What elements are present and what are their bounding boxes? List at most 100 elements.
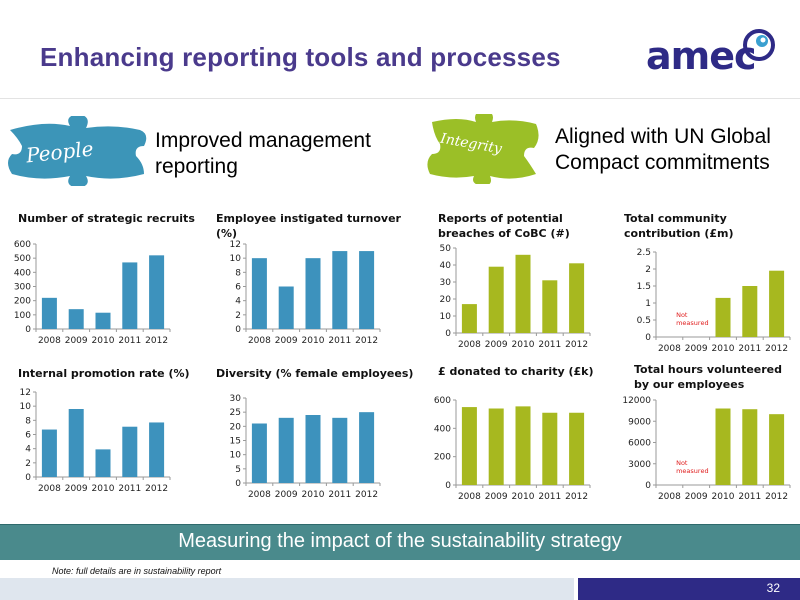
y-tick-label: 0 <box>25 325 31 335</box>
x-tick-label: 2009 <box>685 344 708 354</box>
y-tick-label: 20 <box>440 295 452 305</box>
y-tick-label: 10 <box>440 312 452 322</box>
bar-2009 <box>278 417 294 483</box>
bar-2011 <box>332 417 348 483</box>
y-tick-label: 0 <box>235 479 241 489</box>
page-number: 32 <box>766 581 780 595</box>
y-tick-label: 12 <box>20 388 31 398</box>
y-tick-label: 25 <box>230 408 241 418</box>
y-tick-label: 6000 <box>628 439 651 449</box>
not-measured-annotation: Not <box>676 459 688 467</box>
x-tick-label: 2012 <box>765 344 788 354</box>
y-tick-label: 5 <box>235 465 241 475</box>
footer-bar <box>0 578 574 600</box>
y-tick-label: 300 <box>14 283 31 293</box>
x-tick-label: 2012 <box>145 484 168 494</box>
y-tick-label: 0 <box>25 473 31 483</box>
people-heading: Improved management reporting <box>155 129 371 178</box>
x-tick-label: 2012 <box>355 490 378 500</box>
bar-2009 <box>278 286 294 329</box>
y-tick-label: 10 <box>230 451 242 461</box>
y-tick-label: 12 <box>230 240 241 250</box>
y-tick-label: 4 <box>25 445 31 455</box>
community-contribution-chart: 0 0.5 1 1.5 2 2.5 2008 2009 2010 2011 2012 Notmeasu… <box>637 248 791 354</box>
employee-turnover-chart: 0 2 4 6 8 10 12 2008 2009 2010 2011 2012 <box>230 240 381 346</box>
y-tick-label: 30 <box>230 394 242 404</box>
x-tick-label: 2012 <box>765 492 788 502</box>
x-tick-label: 2012 <box>145 336 168 346</box>
strategic-recruits-chart: 0 100 200 300 400 500 600 2008 2009 2010 2011 2012 <box>14 240 171 346</box>
x-tick-label: 2011 <box>738 492 761 502</box>
chart-title-breaches-cobc: Reports of potential breaches of CoBC (#… <box>438 212 570 240</box>
bar-2011 <box>742 286 758 337</box>
banner <box>0 524 800 560</box>
bar-2010 <box>515 254 531 333</box>
x-tick-label: 2008 <box>38 484 61 494</box>
not-measured-annotation: Not <box>676 311 688 319</box>
y-tick-label: 9000 <box>628 417 651 427</box>
bar-2010 <box>515 406 531 485</box>
y-tick-label: 2.5 <box>637 248 651 258</box>
x-tick-label: 2009 <box>485 340 508 350</box>
bar-2009 <box>68 409 84 477</box>
x-tick-label: 2011 <box>328 490 351 500</box>
y-tick-label: 0 <box>235 325 241 335</box>
diversity-chart: 0 5 10 15 20 25 30 2008 2009 2010 2011 2012 <box>230 394 381 500</box>
y-tick-label: 0 <box>445 329 451 339</box>
x-tick-label: 2010 <box>512 340 535 350</box>
bar-2010 <box>305 415 321 483</box>
bar-2009 <box>68 309 84 329</box>
bar-2008 <box>461 407 477 485</box>
x-tick-label: 2010 <box>512 492 535 502</box>
bar-2010 <box>305 258 321 329</box>
y-tick-label: 1 <box>645 299 651 309</box>
y-tick-label: 0 <box>645 481 651 491</box>
y-tick-label: 4 <box>235 297 241 307</box>
y-tick-label: 0 <box>645 333 651 343</box>
chart-title-strategic-recruits: Number of strategic recruits <box>18 212 195 225</box>
hours-volunteered-chart: 0 3000 6000 9000 12000 2008 2009 2010 2011 2012 No… <box>622 396 791 502</box>
y-tick-label: 6 <box>235 283 241 293</box>
top-divider <box>0 98 800 99</box>
y-tick-label: 15 <box>230 437 241 447</box>
bar-2011 <box>542 280 558 333</box>
bar-2012 <box>149 255 165 329</box>
x-tick-label: 2011 <box>118 484 141 494</box>
x-tick-label: 2009 <box>65 336 88 346</box>
x-tick-label: 2010 <box>92 484 115 494</box>
banner-text: Measuring the impact of the sustainabili… <box>178 530 622 552</box>
bar-2012 <box>149 422 165 477</box>
y-tick-label: 10 <box>20 402 32 412</box>
y-tick-label: 8 <box>235 268 241 278</box>
y-tick-label: 8 <box>25 416 31 426</box>
x-tick-label: 2008 <box>458 340 481 350</box>
slide-title: Enhancing reporting tools and processes <box>40 42 561 72</box>
y-tick-label: 2 <box>235 311 241 321</box>
bar-2012 <box>569 412 585 485</box>
x-tick-label: 2008 <box>38 336 61 346</box>
x-tick-label: 2009 <box>275 336 298 346</box>
bar-2011 <box>122 262 138 329</box>
x-tick-label: 2010 <box>302 336 325 346</box>
y-tick-label: 10 <box>230 254 242 264</box>
bar-2010 <box>715 408 731 485</box>
amec-logo: amec <box>640 26 780 80</box>
y-tick-label: 100 <box>14 311 31 321</box>
bar-2009 <box>488 266 504 333</box>
x-tick-label: 2008 <box>248 490 271 500</box>
bar-2012 <box>359 412 375 483</box>
bar-2011 <box>122 426 138 477</box>
y-tick-label: 0 <box>445 481 451 491</box>
footnote: Note: full details are in sustainability… <box>52 566 222 576</box>
x-tick-label: 2010 <box>712 492 735 502</box>
x-tick-label: 2009 <box>685 492 708 502</box>
y-tick-label: 200 <box>14 297 31 307</box>
y-tick-label: 1.5 <box>637 282 651 292</box>
y-tick-label: 2 <box>645 265 651 275</box>
bar-2009 <box>488 408 504 485</box>
x-tick-label: 2010 <box>712 344 735 354</box>
x-tick-label: 2008 <box>458 492 481 502</box>
x-tick-label: 2011 <box>538 492 561 502</box>
x-tick-label: 2011 <box>738 344 761 354</box>
y-tick-label: 400 <box>434 424 451 434</box>
